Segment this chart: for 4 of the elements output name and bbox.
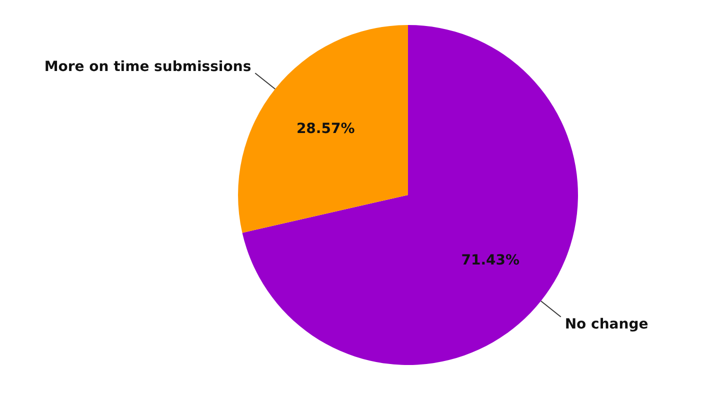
slice-label: No change [564,316,648,333]
slice-label: More on time submissions [44,58,252,75]
data-label: 71.43% [461,252,520,269]
data-label: 28.57% [296,121,355,138]
